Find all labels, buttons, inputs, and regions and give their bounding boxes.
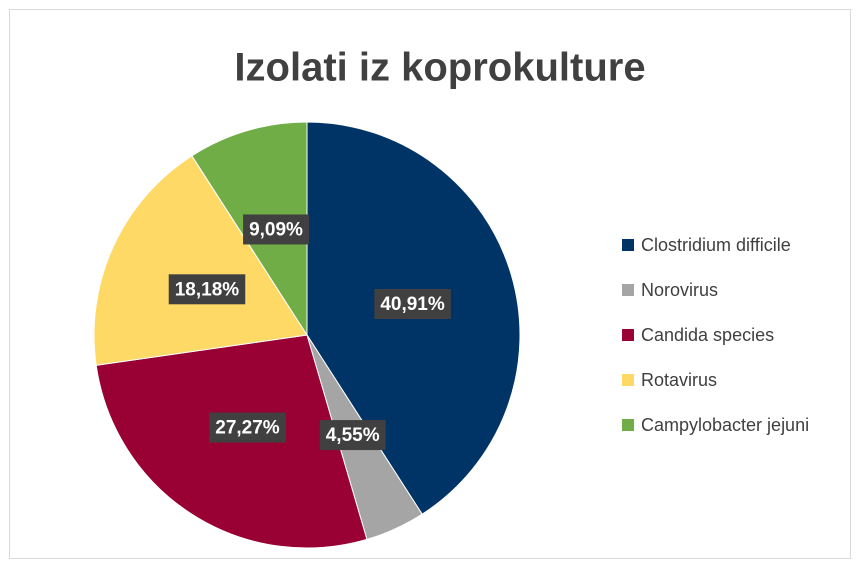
- data-label: 40,91%: [380, 294, 445, 315]
- data-label: 18,18%: [175, 279, 240, 300]
- chart-title: Izolati iz koprokulture: [234, 46, 645, 90]
- legend-label: Rotavirus: [641, 370, 717, 390]
- legend-label: Norovirus: [641, 280, 718, 300]
- data-label-box: [319, 420, 386, 451]
- data-label: 9,09%: [249, 219, 303, 240]
- legend-label: Clostridium difficile: [641, 235, 791, 255]
- legend-label: Campylobacter jejuni: [641, 415, 809, 435]
- legend-swatch: [622, 284, 634, 296]
- data-label: 4,55%: [326, 425, 380, 446]
- legend-swatch: [622, 419, 634, 431]
- data-label-box: [168, 274, 246, 305]
- data-label-box: [374, 289, 451, 320]
- legend-swatch: [622, 374, 634, 386]
- data-label-box: [209, 412, 286, 443]
- data-label-box: [243, 214, 310, 245]
- legend-label: Candida species: [641, 325, 774, 345]
- data-label: 27,27%: [215, 418, 280, 439]
- legend-swatch: [622, 239, 634, 251]
- legend-swatch: [622, 329, 634, 341]
- pie-slice: [93, 155, 308, 366]
